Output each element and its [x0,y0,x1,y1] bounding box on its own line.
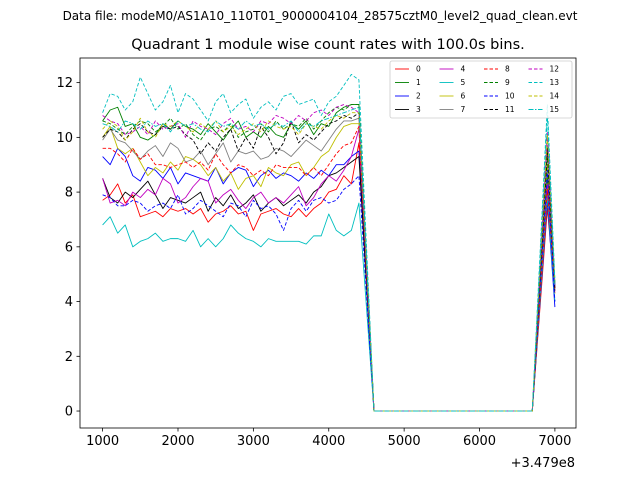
y-tick-label: 2 [65,350,73,365]
legend-label-5: 5 [461,78,466,87]
legend-label-13: 13 [550,78,560,87]
y-tick-label: 8 [65,186,73,201]
plot-area [102,73,556,412]
x-tick-label: 7000 [538,434,571,449]
x-tick-label: 6000 [463,434,496,449]
data-file-label: Data file: modeM0/AS1A10_110T01_90000041… [63,9,578,23]
legend-label-12: 12 [550,65,560,74]
x-tick-label: 2000 [161,434,194,449]
legend-label-11: 11 [505,105,515,114]
series-line-13 [102,73,556,412]
x-tick-label: 1000 [86,434,119,449]
legend-label-14: 14 [550,92,560,101]
legend-label-2: 2 [416,92,421,101]
x-tick-label: 3000 [237,434,270,449]
legend-label-8: 8 [505,65,510,74]
y-tick-label: 10 [56,131,73,146]
series-line-15 [102,106,556,412]
series-line-14 [102,112,556,412]
axes-frame [79,57,577,429]
chart-title: Quadrant 1 module wise count rates with … [131,37,525,53]
legend-label-10: 10 [505,92,515,101]
x-tick-label: 4000 [312,434,345,449]
series-line-5 [102,194,556,412]
legend-label-9: 9 [505,78,510,87]
y-tick-label: 6 [65,240,73,255]
legend-box [389,60,573,119]
legend-label-0: 0 [416,65,421,74]
y-tick-label: 4 [65,295,73,310]
legend-label-4: 4 [461,65,466,74]
series-line-8 [102,125,556,412]
series-line-12 [102,104,556,412]
y-tick-label: 12 [56,76,73,91]
legend-label-15: 15 [550,105,560,114]
series-line-6 [102,123,556,412]
y-tick-label: 0 [65,405,73,420]
series-line-2 [102,147,556,412]
series-line-11 [102,112,556,412]
x-offset-label: +3.479e8 [511,456,575,471]
series-line-3 [102,156,556,412]
legend-label-7: 7 [461,105,466,114]
legend-label-1: 1 [416,78,421,87]
series-line-7 [102,117,556,412]
legend-label-6: 6 [461,92,466,101]
x-tick-label: 5000 [388,434,421,449]
series-line-10 [102,169,556,412]
series-line-4 [102,128,556,412]
series-line-9 [102,104,556,412]
legend-label-3: 3 [416,105,421,114]
series-line-0 [102,142,556,412]
